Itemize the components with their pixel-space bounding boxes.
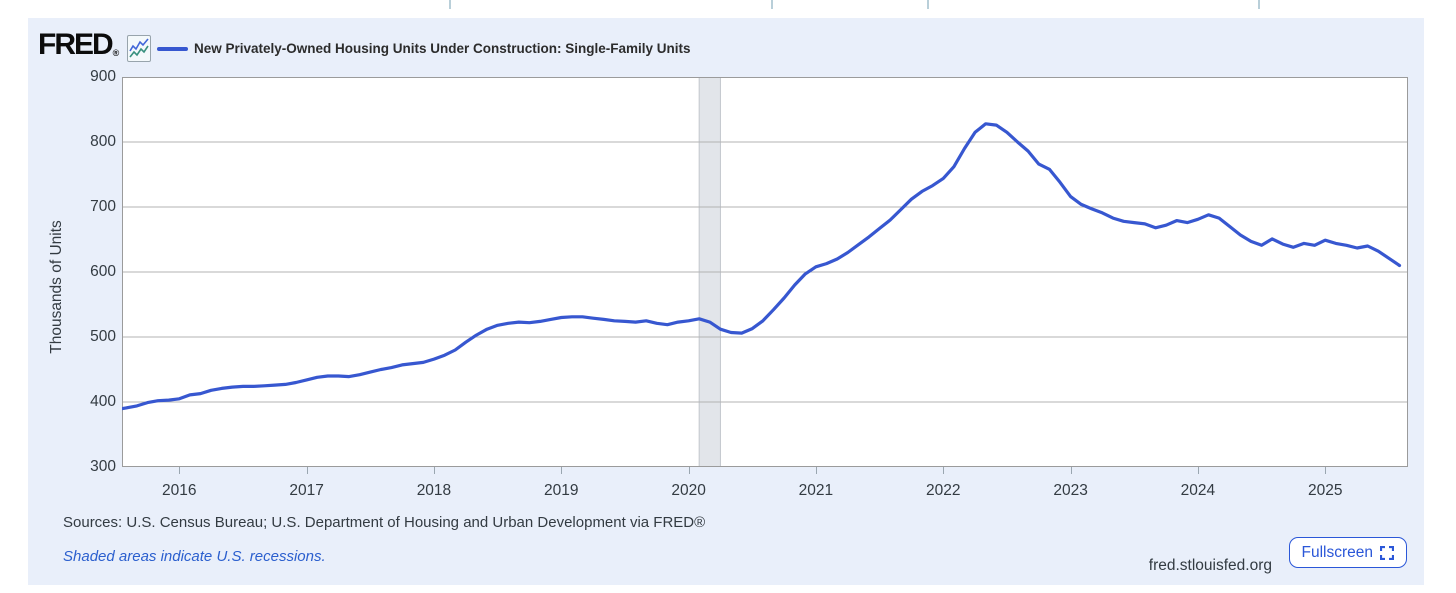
sources-text: Sources: U.S. Census Bureau; U.S. Depart… <box>63 514 706 531</box>
fullscreen-expand-icon <box>1380 545 1394 560</box>
y-tick-label: 600 <box>90 263 116 280</box>
x-tick-label: 2017 <box>289 482 324 499</box>
cropped-border-artifact <box>449 0 451 9</box>
x-tick-label: 2025 <box>1307 482 1343 499</box>
y-tick-label: 700 <box>90 198 116 215</box>
fullscreen-button[interactable]: Fullscreen <box>1288 537 1407 568</box>
registered-mark: ® <box>112 48 120 58</box>
x-tick-mark <box>179 467 181 474</box>
line-chart <box>122 77 1408 467</box>
fullscreen-button-label: Fullscreen <box>1301 543 1374 561</box>
y-tick-label: 400 <box>90 393 116 410</box>
series-legend-label: New Privately-Owned Housing Units Under … <box>194 41 691 56</box>
x-tick-mark <box>433 467 435 474</box>
x-tick-label: 2020 <box>671 482 706 499</box>
series-line <box>122 122 1402 411</box>
y-tick-label: 500 <box>90 328 116 345</box>
y-tick-label: 900 <box>90 68 116 85</box>
x-tick-mark <box>1325 467 1327 474</box>
plot-border <box>122 77 1408 467</box>
recessions-note: Shaded areas indicate U.S. recessions. <box>63 548 326 565</box>
x-tick-label: 2023 <box>1053 482 1088 499</box>
x-tick-mark <box>306 467 308 474</box>
y-tick-label: 300 <box>90 458 116 475</box>
fred-embed-card: FRED® New Privately-Owned Housing Units … <box>28 18 1424 585</box>
fred-logo[interactable]: FRED® <box>38 28 120 61</box>
x-tick-mark <box>1070 467 1072 474</box>
x-tick-mark <box>815 467 817 474</box>
x-tick-mark <box>688 467 690 474</box>
cropped-border-artifact <box>1258 0 1260 9</box>
x-tick-label: 2022 <box>926 482 961 499</box>
series-legend-swatch <box>157 47 188 51</box>
site-url-text: fred.stlouisfed.org <box>1148 557 1272 574</box>
x-tick-label: 2019 <box>544 482 579 499</box>
fred-sparkline-chart-icon <box>127 35 151 62</box>
x-tick-label: 2021 <box>798 482 834 499</box>
cropped-border-artifact <box>927 0 929 9</box>
x-tick-label: 2016 <box>162 482 197 499</box>
x-tick-label: 2018 <box>416 482 452 499</box>
x-tick-mark <box>561 467 563 474</box>
x-tick-mark <box>943 467 945 474</box>
plot-area <box>122 77 1408 467</box>
y-tick-label: 800 <box>90 133 116 150</box>
cropped-border-artifact <box>771 0 773 9</box>
x-tick-mark <box>1197 467 1199 474</box>
x-tick-label: 2024 <box>1180 482 1216 499</box>
